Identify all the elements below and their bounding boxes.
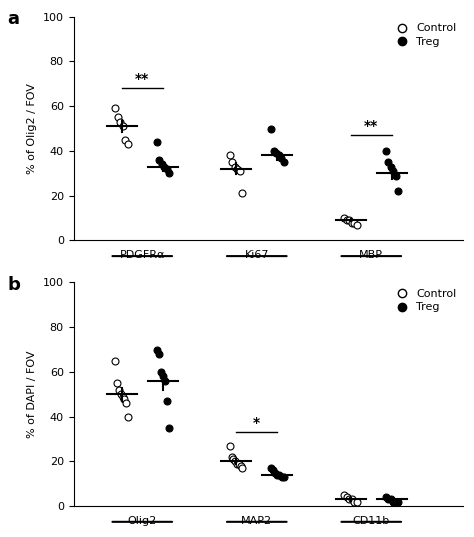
- Legend: Control, Treg: Control, Treg: [389, 288, 457, 314]
- Y-axis label: % of DAPI / FOV: % of DAPI / FOV: [27, 351, 37, 438]
- Text: *: *: [253, 416, 260, 430]
- Text: b: b: [8, 276, 20, 294]
- Text: a: a: [8, 10, 19, 28]
- Legend: Control, Treg: Control, Treg: [389, 23, 457, 48]
- Text: **: **: [135, 72, 149, 86]
- Text: **: **: [364, 119, 378, 133]
- Y-axis label: % of Olig2 / FOV: % of Olig2 / FOV: [27, 83, 37, 174]
